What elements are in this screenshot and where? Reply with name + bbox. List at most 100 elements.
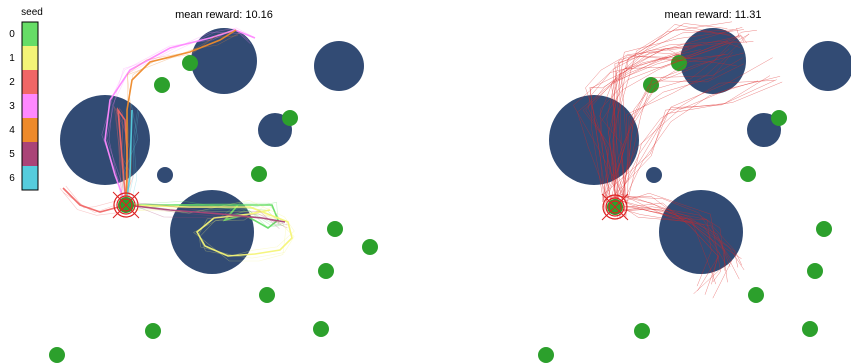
trajectory	[612, 35, 748, 218]
goal-dot	[154, 77, 170, 93]
trajectory	[620, 52, 745, 203]
trajectory	[613, 206, 742, 259]
trajectory	[611, 57, 773, 207]
start-ring	[116, 195, 136, 215]
goal-dot	[807, 263, 823, 279]
trajectory	[602, 81, 783, 196]
trajectories-seed-6	[119, 103, 140, 208]
start-marker-right	[601, 193, 629, 221]
trajectories-left	[59, 27, 295, 262]
trajectory	[608, 75, 771, 201]
start-ring	[608, 200, 622, 214]
trajectories-seed-5	[122, 201, 288, 229]
legend-title: seed	[21, 7, 43, 18]
legend-swatch-5	[22, 142, 38, 166]
start-marker-left	[112, 191, 140, 219]
trajectory	[585, 47, 690, 212]
legend-swatch-6	[22, 166, 38, 190]
goal-dot	[771, 110, 787, 126]
start-cross	[601, 193, 629, 221]
legend-swatch-0	[22, 22, 38, 46]
start-ring	[602, 194, 628, 220]
legend-label-0: 0	[9, 29, 15, 40]
trajectory	[624, 80, 758, 199]
trajectory	[612, 198, 720, 295]
goal-dot	[748, 287, 764, 303]
goal-dot	[634, 323, 650, 339]
obstacle	[803, 41, 851, 91]
obstacles-left	[60, 28, 364, 274]
goal-dot	[538, 347, 554, 363]
goal-dot	[282, 110, 298, 126]
trajectory	[600, 43, 741, 203]
trajectory	[606, 209, 727, 294]
trajectory	[612, 23, 728, 206]
trajectory-faint	[130, 112, 140, 207]
trajectory	[620, 193, 745, 271]
trajectory-main	[104, 29, 256, 206]
obstacle	[314, 41, 364, 91]
trajectory-main	[125, 204, 286, 223]
trajectory-faint	[124, 199, 295, 257]
obstacle	[646, 167, 662, 183]
legend-label-6: 6	[9, 173, 15, 184]
obstacle	[659, 190, 743, 274]
trajectory-faint	[128, 202, 282, 227]
start-cross	[112, 191, 140, 219]
obstacle	[170, 190, 254, 274]
legend-label-5: 5	[9, 149, 15, 160]
trajectory	[615, 206, 728, 283]
trajectories-seed-1	[124, 199, 295, 262]
goals-right	[538, 55, 832, 363]
goal-dot	[145, 323, 161, 339]
goal-dot	[362, 239, 378, 255]
trajectory	[599, 28, 740, 209]
goal-dot	[49, 347, 65, 363]
trajectory-main	[125, 204, 293, 257]
trajectory	[582, 56, 703, 219]
trajectory	[626, 80, 775, 205]
legend-label-2: 2	[9, 77, 15, 88]
trajectory-main	[125, 109, 133, 206]
trajectory-faint	[63, 108, 130, 213]
trajectory-main	[125, 29, 237, 206]
legend-frame	[21, 21, 39, 191]
trajectory	[619, 29, 734, 204]
trajectory	[589, 49, 702, 212]
goal-dot	[802, 321, 818, 337]
trajectory	[621, 196, 733, 299]
legend-label-4: 4	[9, 125, 15, 136]
trajectory-faint	[128, 109, 138, 200]
trajectory	[608, 28, 730, 199]
trajectory	[601, 29, 757, 203]
goal-dot	[318, 263, 334, 279]
goal-dot	[740, 166, 756, 182]
panel-right: mean reward: 11.31	[538, 9, 851, 363]
legend: seed 0 1 2 3 4 5 6	[9, 7, 43, 191]
trajectory	[620, 51, 733, 219]
trajectory	[585, 52, 678, 216]
start-ring	[605, 197, 625, 217]
trajectory	[609, 198, 739, 268]
goal-dot	[251, 166, 267, 182]
trajectory	[619, 200, 717, 285]
goal-dot	[259, 287, 275, 303]
trajectory	[614, 27, 743, 196]
trajectory-faint	[124, 204, 288, 226]
trajectory	[612, 33, 750, 215]
trajectory	[609, 202, 719, 291]
goal-dot	[182, 55, 198, 71]
trajectory	[599, 41, 754, 207]
legend-label-1: 1	[9, 53, 15, 64]
trajectory	[613, 63, 744, 203]
trajectory	[602, 196, 718, 285]
legend-label-3: 3	[9, 101, 15, 112]
start-ring	[113, 192, 139, 218]
trajectory	[577, 44, 702, 211]
legend-swatch-3	[22, 94, 38, 118]
goal-dot	[327, 221, 343, 237]
trajectory	[613, 21, 733, 214]
trajectory-faint	[125, 209, 288, 262]
trajectory	[614, 194, 726, 271]
